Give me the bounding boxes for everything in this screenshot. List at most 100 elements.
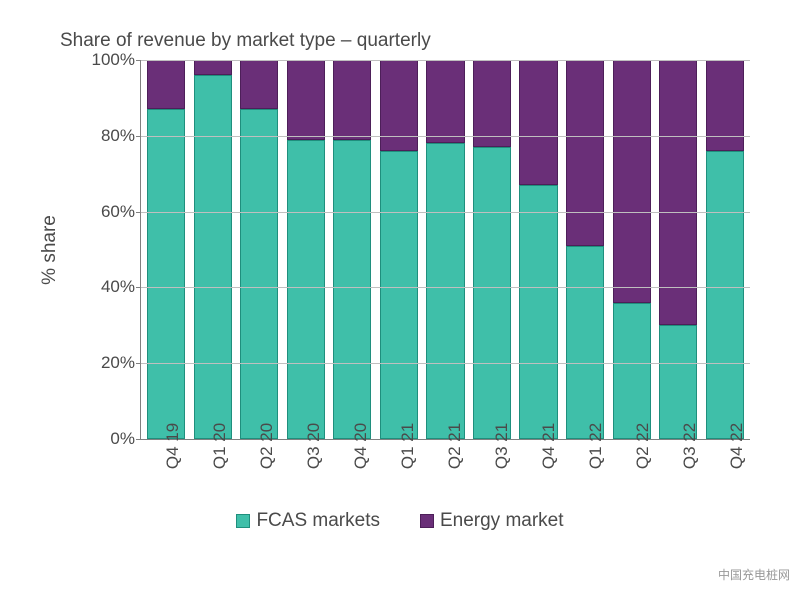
bar-segment xyxy=(659,60,697,325)
bar-column xyxy=(469,60,516,439)
bar xyxy=(613,60,651,439)
bar xyxy=(287,60,325,439)
bar-segment xyxy=(706,60,744,151)
bar xyxy=(426,60,464,439)
bar-segment xyxy=(147,109,185,439)
bar-column xyxy=(608,60,655,439)
ytick-mark xyxy=(136,363,141,364)
bar-segment xyxy=(613,60,651,303)
bar-segment xyxy=(706,151,744,439)
xtick: Q3 20 xyxy=(281,440,328,500)
xtick-label: Q2 21 xyxy=(445,423,465,469)
xtick-label: Q2 22 xyxy=(633,423,653,469)
ytick-mark xyxy=(136,212,141,213)
bar-segment xyxy=(147,60,185,109)
ytick-label: 0% xyxy=(110,429,135,449)
bar-column xyxy=(376,60,423,439)
bar-segment xyxy=(287,60,325,140)
bar-column xyxy=(655,60,702,439)
xtick-label: Q4 20 xyxy=(351,423,371,469)
xtick: Q3 21 xyxy=(468,440,515,500)
bar-segment xyxy=(240,109,278,439)
bar-column xyxy=(283,60,330,439)
ytick-label: 80% xyxy=(101,126,135,146)
chart-container: Share of revenue by market type – quarte… xyxy=(0,0,800,595)
bar-segment xyxy=(519,60,557,185)
watermark: 中国充电桩网 xyxy=(718,566,790,583)
bar-segment xyxy=(473,147,511,439)
bar xyxy=(566,60,604,439)
bar xyxy=(147,60,185,439)
bar-segment xyxy=(426,60,464,143)
bar-segment xyxy=(287,140,325,439)
y-axis-label: % share xyxy=(39,215,61,285)
bars-group xyxy=(141,60,750,439)
bar-segment xyxy=(566,246,604,439)
bar-segment xyxy=(333,140,371,439)
bar xyxy=(333,60,371,439)
bar-segment xyxy=(380,151,418,439)
bar-column xyxy=(562,60,609,439)
legend: FCAS markets Energy market xyxy=(30,510,770,532)
bar xyxy=(380,60,418,439)
gridline xyxy=(141,136,750,137)
xtick: Q4 22 xyxy=(703,440,750,500)
bar-column xyxy=(422,60,469,439)
gridline xyxy=(141,287,750,288)
xtick: Q1 21 xyxy=(375,440,422,500)
bar-segment xyxy=(194,60,232,75)
chart-title: Share of revenue by market type – quarte… xyxy=(60,30,770,52)
legend-label: FCAS markets xyxy=(256,510,380,532)
bar-segment xyxy=(613,303,651,439)
xtick: Q2 21 xyxy=(422,440,469,500)
bar-segment xyxy=(194,75,232,439)
bar-segment xyxy=(519,185,557,439)
bar-column xyxy=(236,60,283,439)
xtick-label: Q4 22 xyxy=(727,423,747,469)
xtick: Q4 21 xyxy=(515,440,562,500)
xtick-label: Q1 22 xyxy=(586,423,606,469)
bar-segment xyxy=(240,60,278,109)
bar xyxy=(240,60,278,439)
bar-column xyxy=(143,60,190,439)
legend-item: FCAS markets xyxy=(236,510,380,532)
bar xyxy=(473,60,511,439)
xtick: Q2 22 xyxy=(609,440,656,500)
ytick-mark xyxy=(136,287,141,288)
xtick-label: Q4 19 xyxy=(163,423,183,469)
xtick: Q4 19 xyxy=(140,440,187,500)
bar-column xyxy=(190,60,237,439)
xtick: Q1 20 xyxy=(187,440,234,500)
ytick-label: 100% xyxy=(92,50,135,70)
bar-segment xyxy=(333,60,371,140)
bar xyxy=(659,60,697,439)
gridline xyxy=(141,60,750,61)
xtick: Q2 20 xyxy=(234,440,281,500)
legend-item: Energy market xyxy=(420,510,564,532)
xtick-label: Q4 21 xyxy=(539,423,559,469)
ytick-mark xyxy=(136,136,141,137)
bar-column xyxy=(515,60,562,439)
gridline xyxy=(141,212,750,213)
bar xyxy=(706,60,744,439)
bar xyxy=(194,60,232,439)
bar-column xyxy=(701,60,748,439)
bar-segment xyxy=(473,60,511,147)
bar xyxy=(519,60,557,439)
xtick-label: Q2 20 xyxy=(257,423,277,469)
gridline xyxy=(141,363,750,364)
bar-segment xyxy=(380,60,418,151)
bar-segment xyxy=(566,60,604,246)
bar-column xyxy=(329,60,376,439)
xtick: Q4 20 xyxy=(328,440,375,500)
xtick: Q1 22 xyxy=(562,440,609,500)
legend-swatch xyxy=(236,514,250,528)
y-axis-label-wrap: % share xyxy=(40,60,60,440)
x-axis: Q4 19Q1 20Q2 20Q3 20Q4 20Q1 21Q2 21Q3 21… xyxy=(140,440,750,500)
chart-wrap: % share 0%20%40%60%80%100% Q4 19Q1 20Q2 … xyxy=(110,60,750,500)
legend-swatch xyxy=(420,514,434,528)
bar-segment xyxy=(426,143,464,439)
legend-label: Energy market xyxy=(440,510,564,532)
xtick-label: Q1 21 xyxy=(398,423,418,469)
plot-area: 0%20%40%60%80%100% xyxy=(140,60,750,440)
